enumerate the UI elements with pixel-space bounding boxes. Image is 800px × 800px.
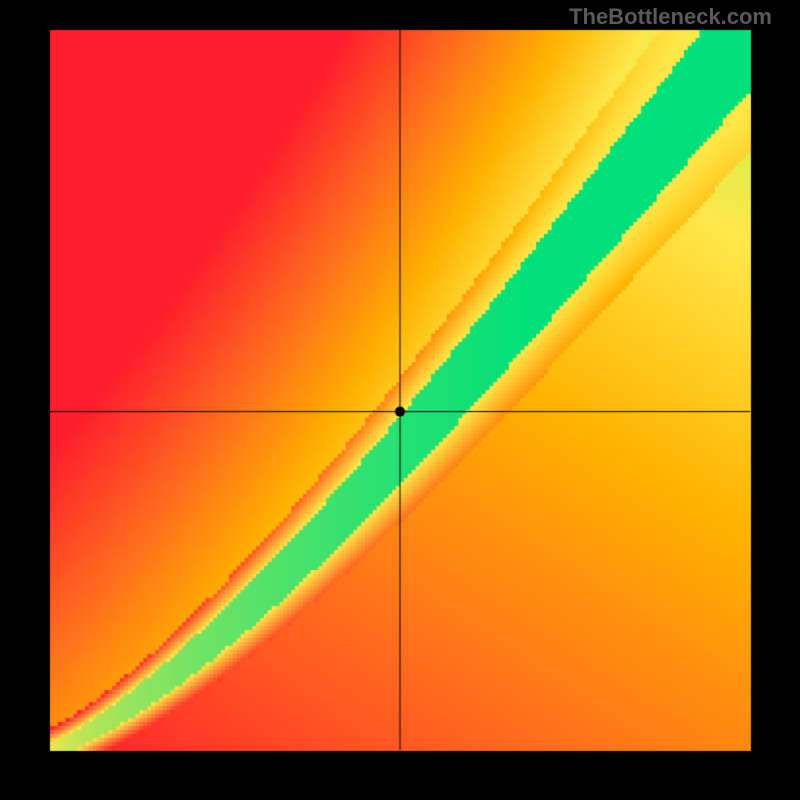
bottleneck-heatmap xyxy=(0,0,800,800)
watermark-text: TheBottleneck.com xyxy=(569,4,772,30)
chart-container: TheBottleneck.com xyxy=(0,0,800,800)
